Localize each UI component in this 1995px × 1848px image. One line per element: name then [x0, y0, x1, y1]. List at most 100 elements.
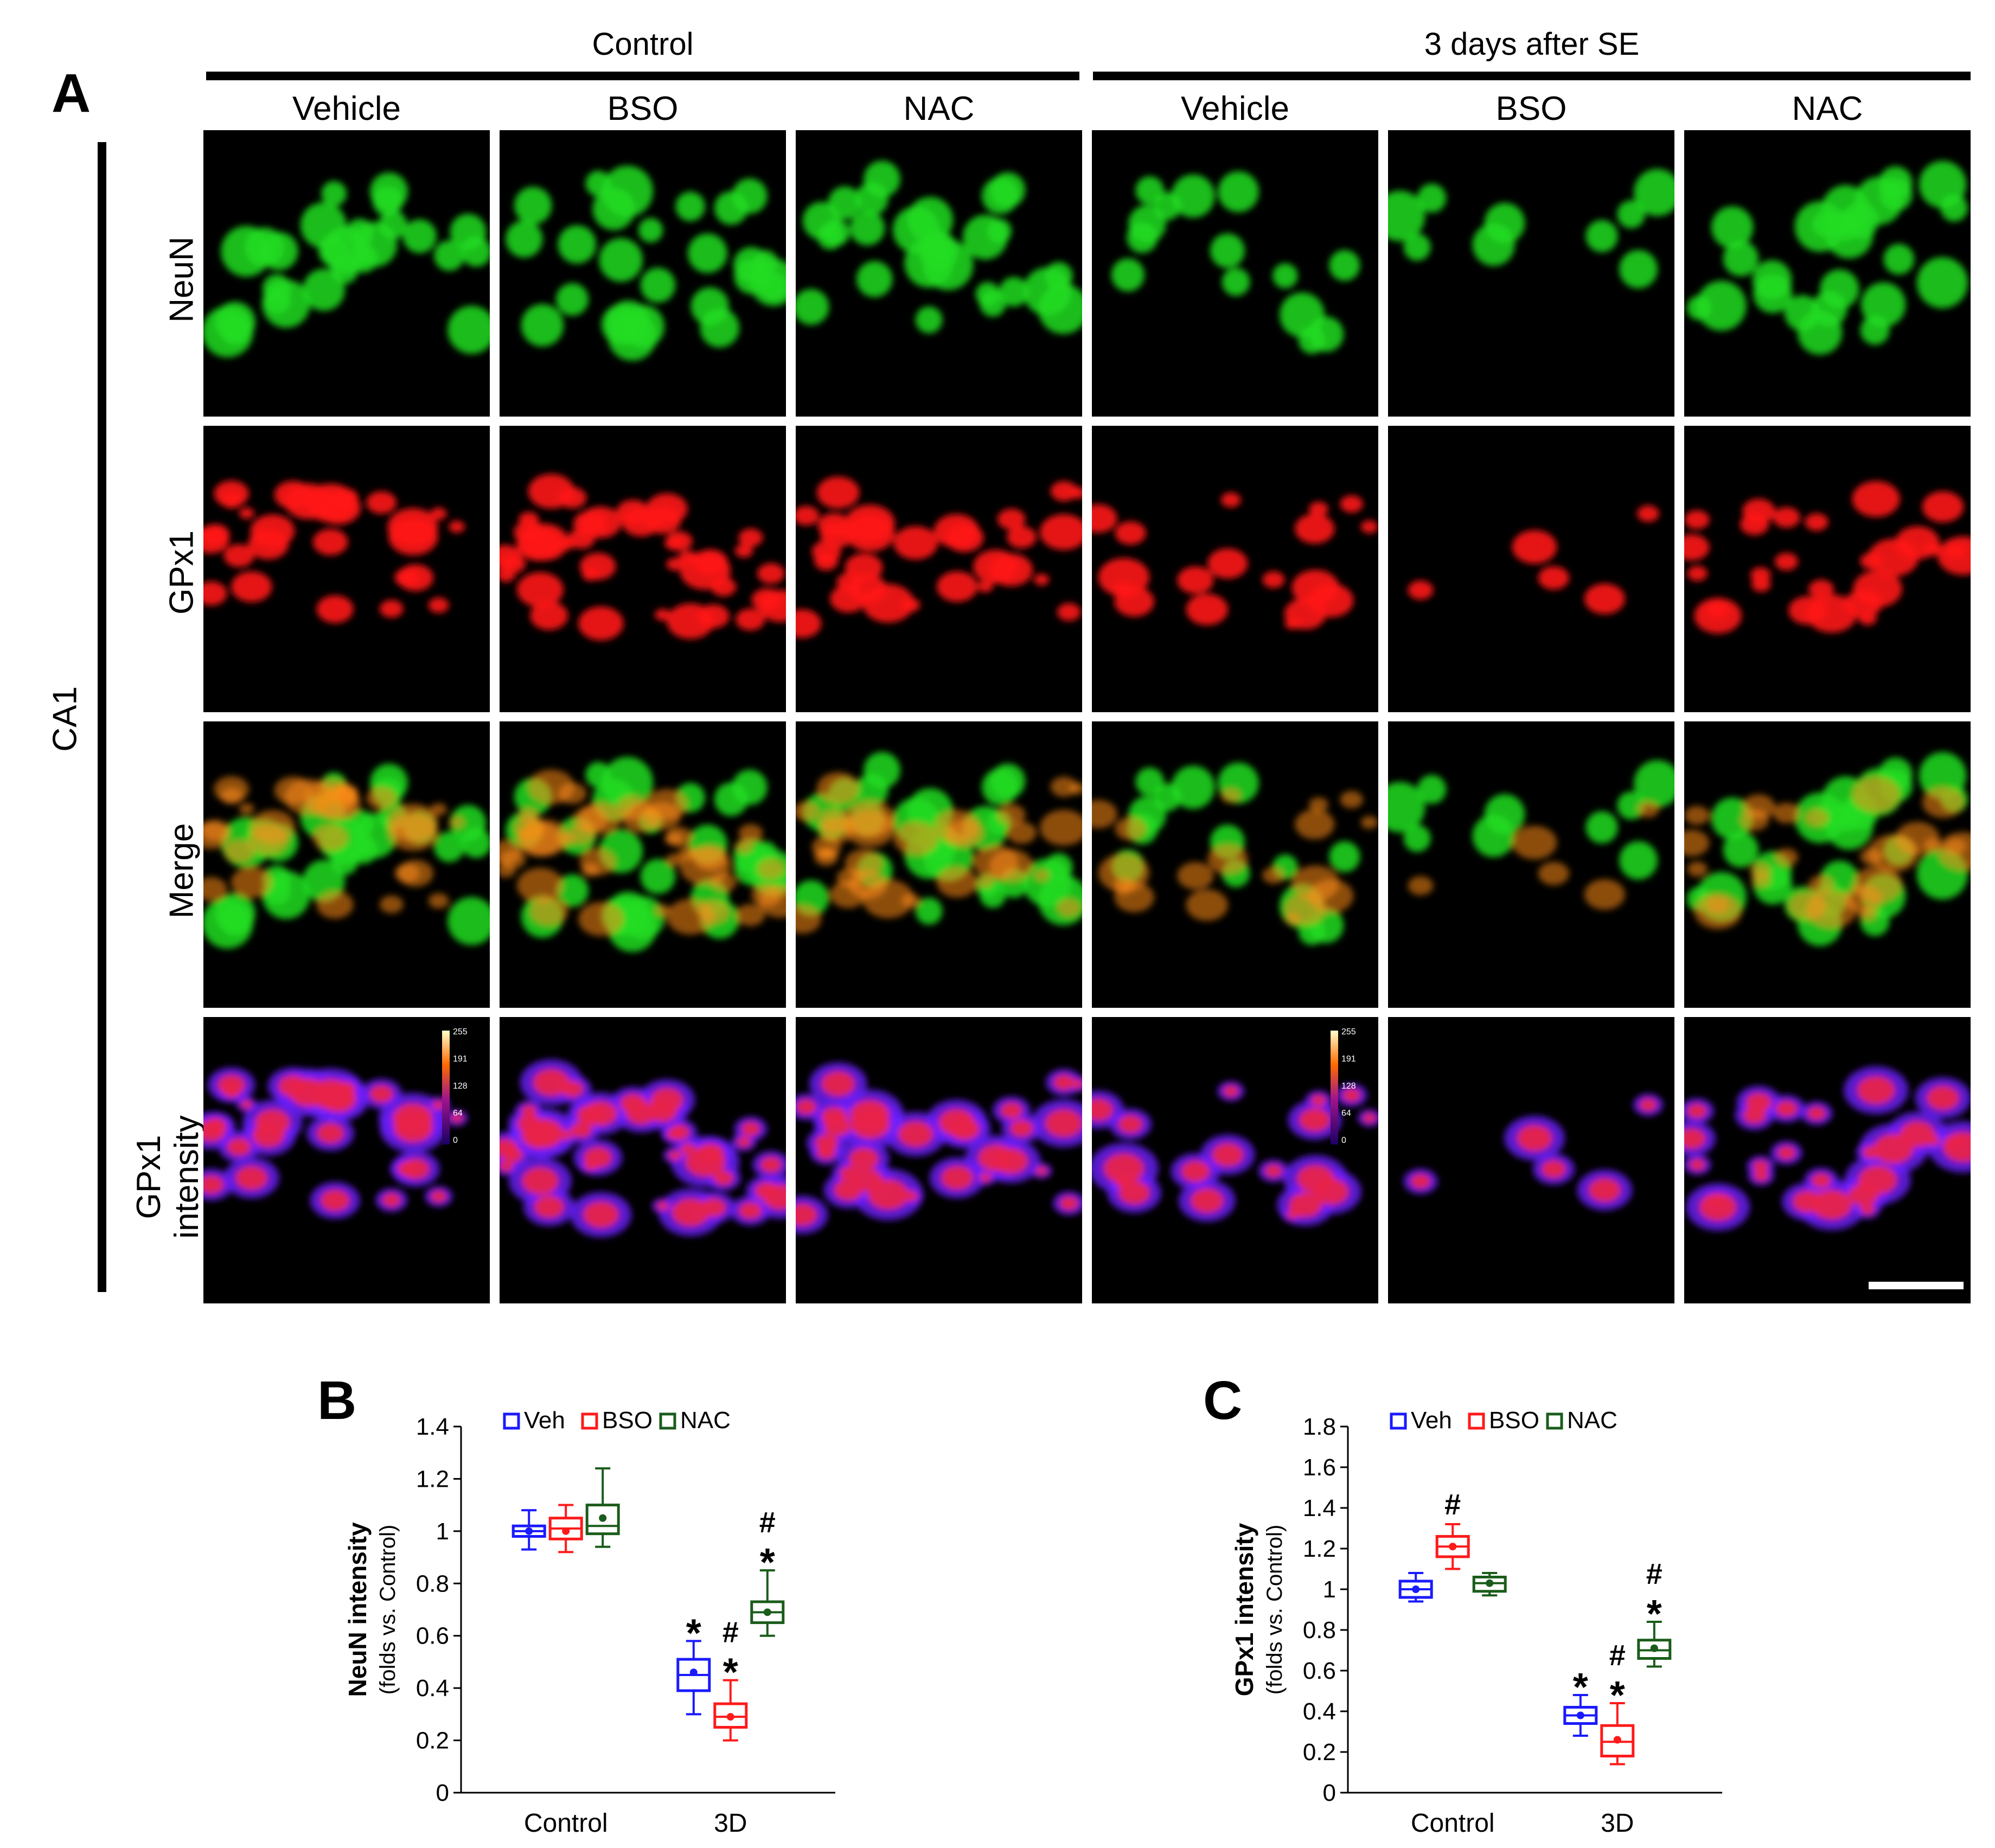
- column-label-vehicle-se: Vehicle: [1181, 90, 1289, 127]
- micrograph-gpx1-vehicle-se: [1092, 426, 1378, 712]
- panel-letter-c: C: [1203, 1370, 1243, 1431]
- box-bso-3d: [713, 1679, 748, 1742]
- row-label-gpx1-intensity-line2: intensity: [168, 1115, 206, 1239]
- y-tick-label: 0.6: [1303, 1658, 1336, 1684]
- row-label-gpx1-intensity-line1: GPx1: [130, 1135, 168, 1219]
- y-axis-label: NeuN intensity: [343, 1522, 372, 1697]
- y-tick-label: 0.2: [416, 1728, 449, 1754]
- micrograph-neun-bso-control: [500, 130, 786, 417]
- significance-asterisk: *: [760, 1541, 775, 1584]
- colorbar-tick-label: 191: [453, 1054, 468, 1064]
- micrograph-gpx1-bso-control: [500, 426, 786, 712]
- box-bso-control: [548, 1504, 583, 1553]
- panel-letter-b: B: [317, 1370, 357, 1431]
- x-tick-label: Control: [524, 1809, 608, 1838]
- panel-letter-a: A: [52, 63, 91, 124]
- scale-bar: [1869, 1282, 1964, 1289]
- micrograph-merge-vehicle-control: [203, 721, 490, 1008]
- y-tick-label: 0.8: [416, 1570, 449, 1597]
- significance-asterisk: *: [1647, 1593, 1662, 1636]
- significance-hash: #: [1609, 1639, 1626, 1672]
- legend-label: NAC: [1567, 1407, 1617, 1434]
- micrograph-gpx1-nac-control: [796, 426, 1082, 712]
- chart-c: 0 0.2 0.4 0.6 0.8 1 1.2 1.4 1.6 1.8 GPx1 intensity…: [1201, 1378, 1744, 1844]
- micrograph-neun-nac-control: [796, 130, 1082, 417]
- legend-swatch: [659, 1412, 676, 1430]
- colorbar-tick-label: 255: [1341, 1027, 1356, 1037]
- micrograph-gpx1-intensity-nac-control: [796, 1017, 1082, 1303]
- group-label-3-days-after-se: 3 days after SE: [1424, 27, 1640, 62]
- box-veh-3d: [1563, 1694, 1598, 1737]
- micrograph-neun-vehicle-control: [203, 130, 490, 417]
- legend-label: BSO: [1489, 1407, 1539, 1434]
- box-veh-control: [1398, 1572, 1433, 1603]
- column-label-nac-se: NAC: [1792, 90, 1863, 127]
- colorbar-tick-label: 64: [1341, 1109, 1351, 1118]
- box-bso-3d: [1600, 1702, 1635, 1766]
- micrograph-neun-bso-se: [1388, 130, 1674, 417]
- colorbar-tick-label: 0: [1341, 1136, 1346, 1145]
- significance-hash: #: [759, 1506, 776, 1539]
- row-label-gpx1: GPx1: [163, 530, 201, 615]
- colorbar-tick-label: 128: [1341, 1082, 1356, 1091]
- y-tick-label: 1.4: [416, 1414, 449, 1440]
- y-tick-label: 0.2: [1303, 1739, 1336, 1766]
- y-tick-label: 0: [1323, 1780, 1336, 1806]
- box-bso-control: [1435, 1523, 1470, 1570]
- legend-label: Veh: [524, 1407, 565, 1434]
- y-tick-label: 0.6: [416, 1623, 449, 1649]
- region-bar-ca1: [98, 142, 106, 1292]
- box-veh-3d: [676, 1640, 711, 1716]
- y-tick-label: 1.2: [1303, 1536, 1336, 1562]
- significance-asterisk: *: [1573, 1666, 1588, 1709]
- chart-c-svg: 0 0.2 0.4 0.6 0.8 1 1.2 1.4 1.6 1.8 GPx1 intensity…: [1230, 1407, 1722, 1838]
- y-tick-label: 1.4: [1303, 1495, 1336, 1521]
- legend-label: BSO: [602, 1407, 653, 1434]
- significance-asterisk: *: [1610, 1674, 1625, 1717]
- group-bar-3-days-after-se: [1093, 72, 1971, 80]
- significance-asterisk: *: [686, 1612, 701, 1655]
- y-tick-label: 0.8: [1303, 1617, 1336, 1644]
- y-tick-label: 1.2: [416, 1466, 449, 1492]
- column-label-vehicle-control: Vehicle: [292, 90, 401, 127]
- y-tick-label: 1.6: [1303, 1454, 1336, 1481]
- y-tick-label: 0.4: [1303, 1698, 1336, 1725]
- legend-swatch: [1468, 1412, 1485, 1430]
- colorbar-tick-label: 255: [453, 1027, 468, 1037]
- region-label-ca1: CA1: [46, 686, 84, 752]
- micrograph-gpx1-bso-se: [1388, 426, 1674, 712]
- box-nac-3d: [750, 1569, 785, 1637]
- x-tick-label: Control: [1411, 1809, 1495, 1838]
- box-nac-control: [1472, 1572, 1507, 1597]
- colorbar-tick-label: 64: [453, 1109, 463, 1118]
- legend-label: NAC: [680, 1407, 731, 1434]
- box-veh-control: [511, 1509, 546, 1551]
- legend-swatch: [1390, 1412, 1407, 1430]
- significance-asterisk: *: [723, 1651, 738, 1694]
- column-label-bso-control: BSO: [607, 90, 679, 127]
- legend-label: Veh: [1411, 1407, 1452, 1434]
- y-tick-label: 1: [1323, 1576, 1336, 1603]
- micrograph-merge-nac-se: [1684, 721, 1971, 1008]
- box-nac-control: [585, 1467, 620, 1548]
- micrograph-gpx1-intensity-vehicle-se: 255 191 128 64 0: [1092, 1017, 1378, 1303]
- micrograph-gpx1-intensity-bso-se: [1388, 1017, 1674, 1303]
- y-tick-label: 1: [436, 1518, 449, 1545]
- y-axis-label: GPx1 intensity: [1230, 1523, 1258, 1696]
- y-tick-label: 0.4: [416, 1675, 449, 1702]
- micrograph-gpx1-intensity-nac-se: [1684, 1017, 1971, 1303]
- micrograph-merge-bso-control: [500, 721, 786, 1008]
- y-tick-label: 0: [436, 1780, 449, 1806]
- significance-hash: #: [1444, 1488, 1461, 1521]
- group-bar-control: [206, 72, 1079, 80]
- colorbar-tick-label: 0: [453, 1136, 458, 1145]
- box-nac-3d: [1637, 1621, 1672, 1668]
- x-tick-label: 3D: [1601, 1809, 1634, 1838]
- chart-b-svg: 0 0.2 0.4 0.6 0.8 1 1.2 1.4 NeuN intensity (folds…: [343, 1407, 835, 1838]
- significance-hash: #: [1646, 1558, 1662, 1590]
- micrograph-gpx1-intensity-bso-control: [500, 1017, 786, 1303]
- colorbar-tick-label: 128: [453, 1082, 468, 1091]
- y-axis-sublabel: (folds vs. Control): [1263, 1525, 1287, 1694]
- column-label-nac-control: NAC: [903, 90, 975, 127]
- significance-hash: #: [722, 1616, 739, 1649]
